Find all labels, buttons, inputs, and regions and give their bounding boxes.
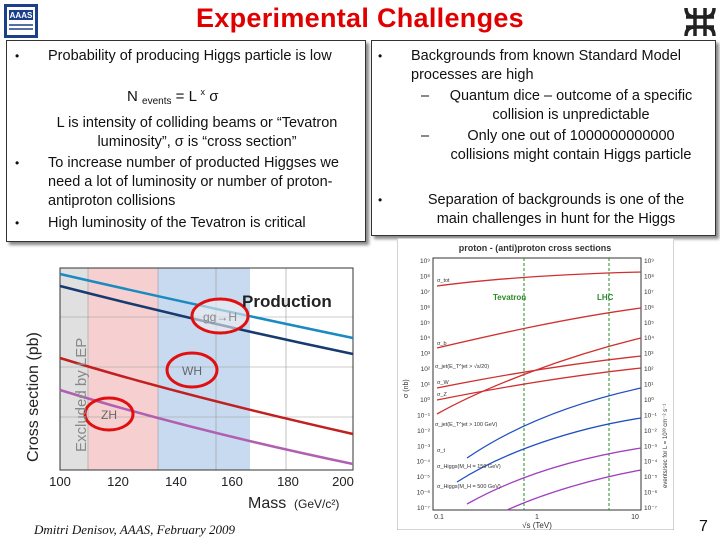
page-number: 7 [699,518,708,535]
pp-left-tick: 10⁻⁴ [417,459,431,466]
pp-right-tick: 10⁻² [644,428,658,435]
pp-left-tick: 10⁸ [420,273,430,280]
sigma-higgs-150-curve [466,447,642,505]
production-label: Production [242,292,332,311]
cross-section-ylabel: Cross section (pb) [25,332,42,462]
sigma-b-curve [436,307,642,349]
pp-right-tick: 10⁻⁶ [644,490,658,497]
pp-left-tick: 10⁻⁶ [417,490,431,497]
higgs-production-plot: gg→H WH ZH Production Excluded by LEP Cr… [18,262,358,520]
gg-to-h-curve [59,272,354,340]
sigma-tot-curve [436,271,642,287]
zh-curve [59,388,354,466]
wh-curve [59,356,354,436]
mass-unit: (GeV/c²) [294,497,339,511]
slide-title: Experimental Challenges [195,3,524,33]
pp-xtick-1: 1 [535,514,539,521]
sigma-higgs-500-curve [506,469,642,511]
sigma-z-curve [436,367,642,401]
pp-right-tick: 10⁵ [644,320,654,327]
curve-label-sigma-w: σ_W [437,380,449,386]
xtick-120: 120 [107,474,129,489]
curve-label-sigma-b: σ_b [437,341,447,347]
curve-label-sigma-z: σ_Z [437,392,447,398]
pp-xtick-10: 10 [631,514,639,521]
pp-right-tick: 10⁸ [644,273,654,280]
pp-left-tick: 10³ [421,351,431,358]
pp-left-tick: 10⁵ [420,320,430,327]
pp-left-ylabel: σ (nb) [403,379,410,398]
zh-highlight [83,396,135,432]
pp-left-tick: 10⁴ [420,335,430,342]
right-text-box: • Backgrounds from known Standard Model … [371,40,716,236]
left-text-box: • Probability of producing Higgs particl… [6,40,366,242]
sigma-t-curve [456,417,642,483]
pp-right-tick: 10⁰ [644,396,654,404]
curve-label-sigma-jet-100: σ_jet(E_T^jet > 100 GeV) [435,422,498,428]
gg-to-h-label: gg→H [203,310,237,324]
svg-text:AAAS: AAAS [10,11,33,20]
pp-right-tick: 10⁻³ [644,443,658,450]
pp-right-tick: 10⁹ [644,258,654,265]
wh-highlight [165,351,219,389]
xtick-180: 180 [277,474,299,489]
pp-right-tick: 10⁶ [644,304,654,311]
sigma-jet-100-curve [466,387,642,459]
pp-left-tick: 10⁹ [420,258,430,265]
luminosity-note: L is intensity of colliding beams or “Te… [56,115,338,150]
curve-label-higgs-500: σ_Higgs(M_H = 500 GeV) [437,484,501,490]
excluded-by-lep-label: Excluded by LEP [73,338,90,452]
pp-right-tick: 10⁻⁷ [644,505,658,512]
xtick-160: 160 [221,474,243,489]
curve-label-sigma-jet: σ_jet(E_T^jet > √s/20) [435,363,489,370]
pp-xlabel: √s (TeV) [522,521,552,530]
lep-excluded-region [60,268,88,470]
pp-left-tick: 10² [421,366,431,373]
footer-author: Dmitri Denisov, AAAS, February 2009 [34,522,235,537]
pp-right-tick: 10⁴ [644,335,654,342]
pp-left-tick: 10⁻⁵ [417,474,431,481]
aaas-logo-icon: AAAS [4,4,38,38]
pp-right-tick: 10⁻¹ [644,412,658,419]
lhc-label: LHC [597,293,614,302]
pp-right-tick: 10² [644,366,654,373]
mass-xlabel: Mass [248,495,286,512]
fermilab-logo-icon [684,7,716,37]
tevatron-label: Tevatron [493,293,526,302]
pp-left-tick: 10⁻³ [417,443,431,450]
xtick-100: 100 [49,474,71,489]
pp-left-tick: 10¹ [421,382,431,389]
pp-left-tick: 10⁻⁷ [417,505,431,512]
zh-label: ZH [101,408,117,422]
pp-right-tick: 10¹ [644,382,654,389]
pp-right-tick: 10⁻⁵ [644,474,658,481]
pp-plot-title: proton - (anti)proton cross sections [459,243,612,253]
gg-to-h-highlight [190,297,250,335]
sigma-w-curve [436,355,642,389]
pp-left-tick: 10⁷ [420,289,430,296]
pp-left-tick: 10⁻¹ [417,412,431,419]
pp-right-tick: 10³ [644,351,654,358]
pp-cross-section-plot: proton - (anti)proton cross sections 10⁹… [397,238,674,530]
pp-left-tick: 10⁰ [420,396,430,404]
luminosity-equation: N events = L x σ [127,87,219,107]
xtick-200: 200 [332,474,354,489]
curve-label-sigma-tot: σ_tot [437,278,450,284]
pp-left-tick: 10⁻² [417,428,431,435]
pp-xtick-0-1: 0.1 [434,514,444,521]
pp-left-tick: 10⁶ [420,304,430,311]
curve-label-higgs-150: σ_Higgs(M_H = 150 GeV) [437,464,501,470]
pp-right-ylabel: events/sec for L = 10³³ cm⁻² s⁻¹ [663,404,669,488]
xtick-140: 140 [165,474,187,489]
pp-right-tick: 10⁷ [644,289,654,296]
wh-label: WH [182,364,202,378]
sigma-jet-curve [436,337,642,415]
curve-label-sigma-t: σ_t [437,448,445,454]
pp-right-tick: 10⁻⁴ [644,459,658,466]
